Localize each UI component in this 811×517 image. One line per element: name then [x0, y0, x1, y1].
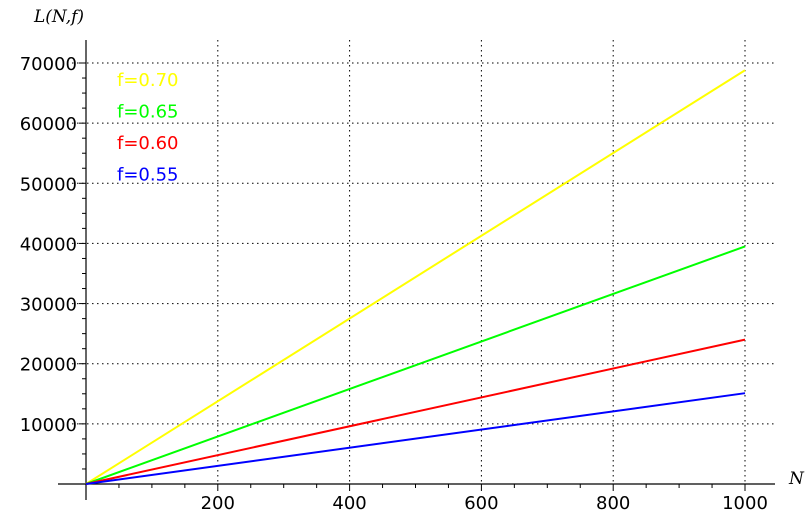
- legend-entry: f=0.60: [117, 133, 179, 154]
- y-tick-label: 40000: [20, 234, 77, 255]
- x-tick-label: 1000: [722, 493, 768, 514]
- y-tick-label: 30000: [20, 295, 77, 316]
- y-tick-label: 70000: [20, 54, 77, 75]
- series-line-f=0.60: [85, 338, 746, 485]
- x-axis-title: N: [788, 469, 805, 489]
- series-line-f=0.70: [85, 69, 746, 485]
- legend-entry: f=0.55: [117, 165, 179, 186]
- legend: f=0.70 f=0.65 f=0.60 f=0.55: [117, 70, 179, 186]
- x-tick-label: 800: [596, 493, 630, 514]
- y-tick-label: 10000: [20, 415, 77, 436]
- series-line-f=0.55: [85, 392, 746, 485]
- x-tick-label: 600: [464, 493, 498, 514]
- grid: [72, 40, 775, 484]
- y-axis-title: L(N,f): [33, 7, 84, 27]
- y-tick-label: 60000: [20, 114, 77, 135]
- series-line-f=0.65: [85, 245, 746, 485]
- x-tick-label: 400: [332, 493, 366, 514]
- legend-entry: f=0.65: [117, 102, 179, 123]
- series-lines: [85, 69, 746, 485]
- legend-entry: f=0.70: [117, 70, 179, 91]
- y-tick-label: 20000: [20, 355, 77, 376]
- y-tick-label: 50000: [20, 174, 77, 195]
- x-tick-label: 200: [201, 493, 235, 514]
- axes: [58, 40, 775, 500]
- ticks: 200 400 600 800 1000 10000 20000 30000 40000 5000…: [20, 54, 768, 514]
